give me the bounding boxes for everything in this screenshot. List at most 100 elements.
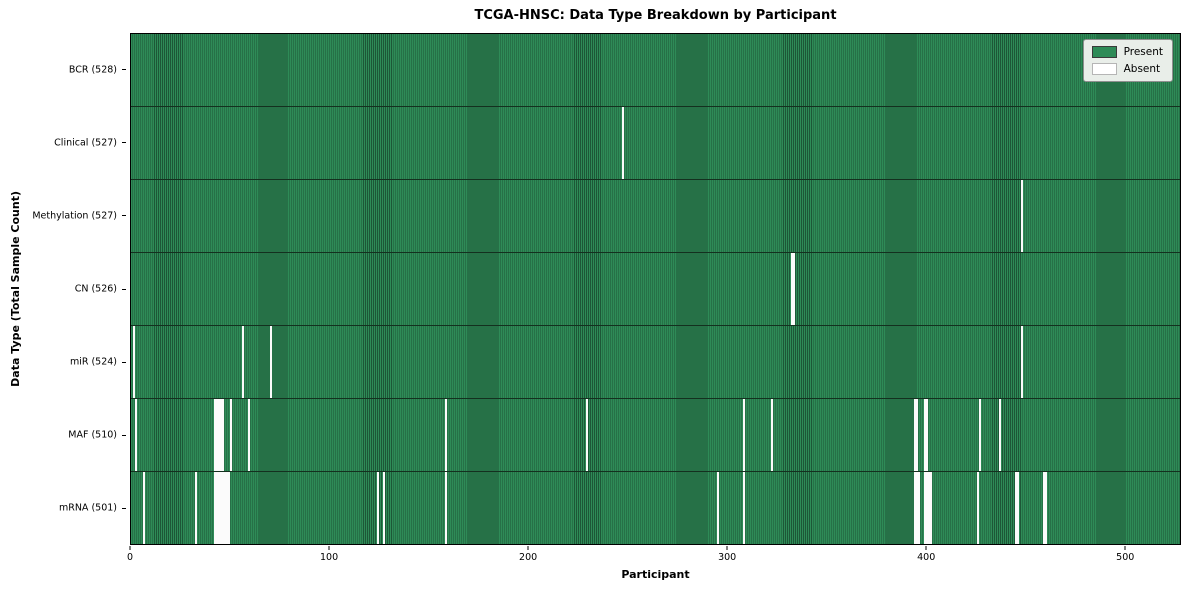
absent-mark	[444, 399, 447, 471]
legend-label-present: Present	[1123, 46, 1163, 58]
absent-mark	[248, 399, 251, 471]
y-tick-label-mRNA: mRNA (501)	[58, 502, 117, 514]
absent-mark	[220, 472, 223, 544]
x-tick-label-500: 500	[1116, 552, 1135, 563]
absent-mark	[224, 472, 227, 544]
rows	[131, 34, 1180, 544]
absent-mark	[1044, 472, 1047, 544]
x-tick-label-0: 0	[126, 552, 134, 563]
absent-mark	[923, 399, 926, 471]
absent-mark	[927, 472, 930, 544]
data-row-MAF	[131, 398, 1180, 471]
x-tick-mark	[1124, 546, 1126, 550]
absent-mark	[242, 326, 245, 398]
data-row-mRNA	[131, 471, 1180, 544]
absent-mark	[220, 399, 223, 471]
legend-item-present: Present	[1091, 46, 1163, 58]
y-tick-label-BCR: BCR (528)	[68, 64, 117, 76]
data-row-Clinical	[131, 106, 1180, 179]
absent-mark	[913, 399, 916, 471]
data-row-BCR	[131, 34, 1180, 106]
absent-mark	[1042, 472, 1045, 544]
y-tick-label-MAF: MAF (510)	[68, 429, 117, 441]
y-tick-mark	[122, 142, 126, 144]
x-tick-area: 0 100 200 300 400 500	[126, 545, 1181, 567]
present-swatch-icon	[1091, 46, 1117, 58]
y-tick-label-CN: CN (526)	[74, 283, 117, 295]
legend-item-absent: Absent	[1091, 63, 1163, 75]
absent-mark	[226, 472, 229, 544]
absent-mark	[1015, 472, 1018, 544]
y-tick-label-Methylation: Methylation (527)	[32, 210, 117, 222]
absent-mark	[214, 472, 217, 544]
absent-mark	[134, 399, 137, 471]
y-tick-mark	[122, 69, 126, 71]
x-tick-mark	[925, 546, 927, 550]
absent-mark	[977, 472, 980, 544]
absent-mark	[194, 472, 197, 544]
data-row-CN	[131, 252, 1180, 325]
absent-mark	[377, 472, 380, 544]
absent-mark	[214, 399, 217, 471]
legend: Present Absent	[1082, 39, 1173, 82]
absent-mark	[383, 472, 386, 544]
absent-mark	[218, 399, 221, 471]
absent-mark	[979, 399, 982, 471]
x-tick-mark	[328, 546, 330, 550]
data-row-Methylation	[131, 179, 1180, 252]
x-axis-label: Participant	[621, 568, 690, 581]
absent-mark	[792, 253, 795, 325]
absent-mark	[913, 472, 916, 544]
absent-mark	[228, 472, 231, 544]
absent-mark	[923, 472, 926, 544]
absent-mark	[585, 399, 588, 471]
absent-mark	[717, 472, 720, 544]
y-tick-label-miR: miR (524)	[69, 356, 117, 368]
absent-mark	[230, 399, 233, 471]
plot-area: Present Absent	[130, 33, 1181, 545]
x-tick-label-300: 300	[718, 552, 737, 563]
y-tick-mark	[122, 361, 126, 363]
absent-mark	[1017, 472, 1020, 544]
absent-mark	[1021, 180, 1024, 252]
absent-mark	[132, 326, 135, 398]
x-tick-mark	[726, 546, 728, 550]
absent-mark	[917, 472, 920, 544]
absent-mark	[929, 472, 932, 544]
x-tick-label-400: 400	[917, 552, 936, 563]
absent-mark	[742, 399, 745, 471]
absent-mark	[270, 326, 273, 398]
absent-mark	[222, 472, 225, 544]
absent-mark	[999, 399, 1002, 471]
absent-mark	[1021, 326, 1024, 398]
absent-mark	[925, 472, 928, 544]
absent-mark	[742, 472, 745, 544]
y-tick-mark	[122, 288, 126, 290]
absent-mark	[222, 399, 225, 471]
absent-mark	[925, 399, 928, 471]
absent-mark	[216, 399, 219, 471]
x-tick-label-100: 100	[319, 552, 339, 563]
x-tick-label-200: 200	[519, 552, 538, 563]
absent-swatch-icon	[1091, 63, 1117, 75]
x-tick-mark	[527, 546, 529, 550]
absent-mark	[218, 472, 221, 544]
absent-mark	[621, 107, 624, 179]
absent-mark	[216, 472, 219, 544]
data-row-miR	[131, 325, 1180, 398]
x-tick-mark	[129, 546, 131, 550]
y-tick-mark	[122, 434, 126, 436]
y-tick-mark	[122, 215, 126, 217]
chart-title: TCGA-HNSC: Data Type Breakdown by Partic…	[474, 8, 837, 23]
absent-mark	[915, 472, 918, 544]
absent-mark	[770, 399, 773, 471]
y-tick-mark	[122, 507, 126, 509]
absent-mark	[915, 399, 918, 471]
y-tick-labels: BCR (528) Clinical (527) Methylation (527)…	[0, 33, 126, 545]
y-tick-label-Clinical: Clinical (527)	[54, 137, 117, 149]
absent-mark	[444, 472, 447, 544]
absent-mark	[142, 472, 145, 544]
absent-mark	[790, 253, 793, 325]
legend-label-absent: Absent	[1123, 63, 1161, 75]
